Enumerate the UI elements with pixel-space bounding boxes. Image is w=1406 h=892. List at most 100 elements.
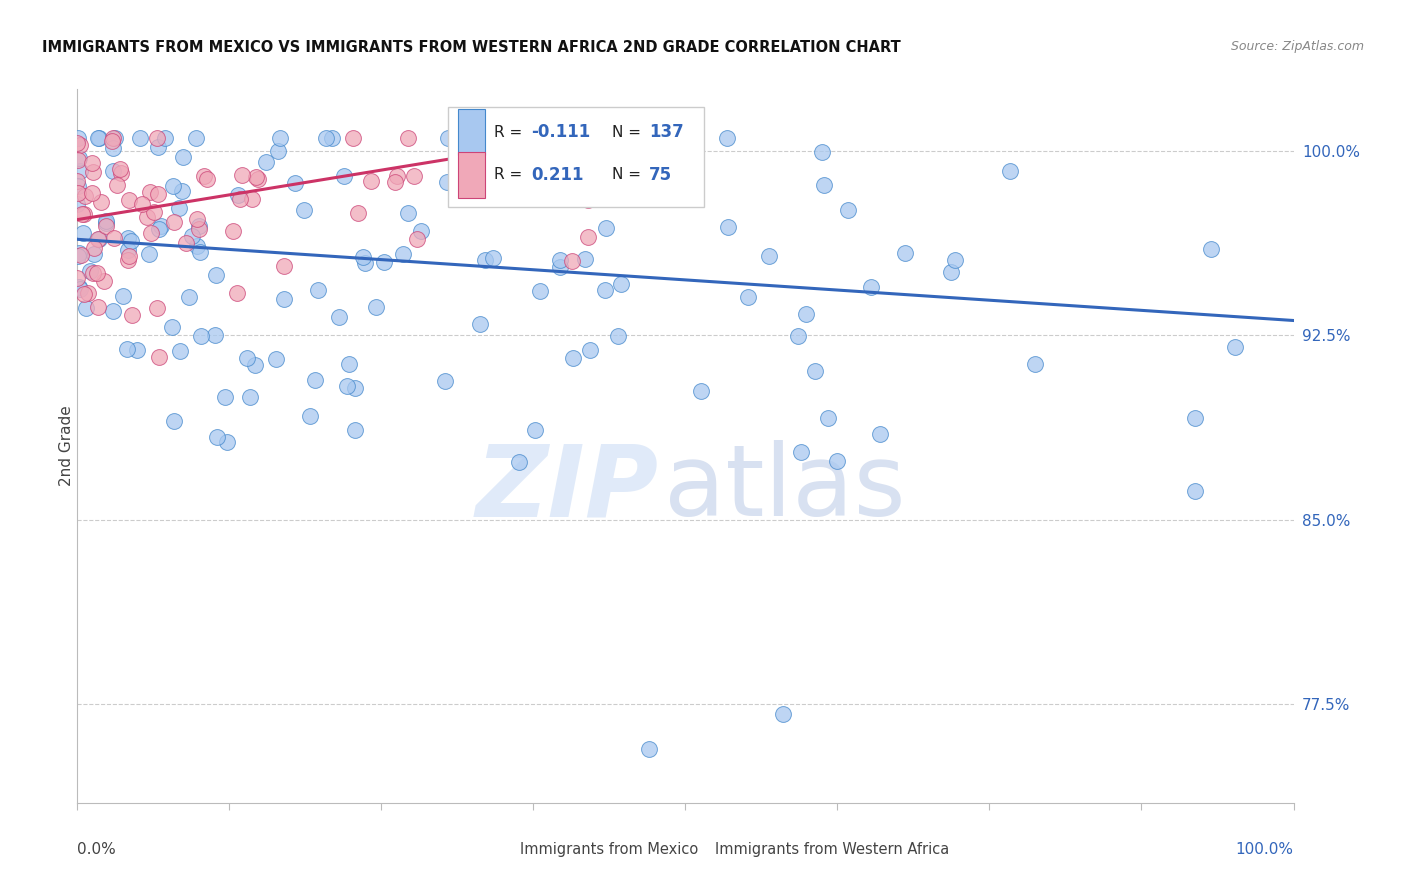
Point bbox=[67, 249, 90, 263]
Point bbox=[437, 131, 460, 145]
Point bbox=[70, 207, 93, 221]
Point bbox=[215, 434, 238, 449]
Text: N =: N = bbox=[613, 168, 647, 182]
Point bbox=[163, 215, 186, 229]
Point bbox=[66, 174, 89, 188]
Point bbox=[508, 455, 530, 469]
Point bbox=[214, 390, 236, 404]
Point bbox=[550, 252, 572, 267]
Point bbox=[941, 265, 963, 279]
Point bbox=[273, 259, 295, 273]
Point bbox=[138, 185, 160, 199]
Point bbox=[595, 283, 617, 297]
Point bbox=[544, 131, 567, 145]
Point bbox=[225, 286, 247, 301]
Point bbox=[108, 161, 131, 176]
Point bbox=[117, 253, 139, 268]
Point bbox=[943, 253, 966, 268]
Point bbox=[562, 351, 585, 365]
Point bbox=[811, 145, 834, 159]
Point bbox=[373, 255, 395, 269]
Point bbox=[82, 165, 104, 179]
Point bbox=[813, 178, 835, 192]
Point bbox=[550, 131, 572, 145]
Point bbox=[529, 284, 551, 298]
Point bbox=[496, 158, 519, 172]
Point bbox=[550, 260, 572, 275]
Point bbox=[77, 285, 100, 300]
Point bbox=[894, 245, 917, 260]
Point bbox=[131, 196, 153, 211]
Point bbox=[112, 289, 135, 303]
Point bbox=[342, 131, 364, 145]
Point bbox=[120, 235, 142, 249]
Point bbox=[524, 423, 547, 437]
Point bbox=[153, 131, 176, 145]
Point bbox=[83, 241, 105, 255]
Point bbox=[668, 172, 690, 186]
Point bbox=[69, 282, 91, 296]
Point bbox=[228, 187, 250, 202]
Point bbox=[162, 178, 184, 193]
Point bbox=[245, 170, 267, 185]
Point bbox=[110, 166, 132, 180]
Point bbox=[411, 224, 433, 238]
Point bbox=[384, 175, 406, 189]
Point bbox=[292, 202, 315, 217]
Point bbox=[118, 249, 141, 263]
Point bbox=[360, 173, 382, 187]
Point bbox=[187, 222, 209, 236]
Point bbox=[148, 186, 170, 201]
Point bbox=[534, 131, 557, 145]
Point bbox=[172, 184, 194, 198]
Point bbox=[73, 206, 96, 220]
Point bbox=[772, 707, 794, 722]
Point bbox=[163, 414, 186, 428]
Point bbox=[67, 131, 90, 145]
Text: Immigrants from Western Africa: Immigrants from Western Africa bbox=[714, 842, 949, 856]
Point bbox=[75, 189, 97, 203]
Point bbox=[385, 169, 408, 183]
Point bbox=[66, 153, 89, 168]
Point bbox=[69, 163, 91, 178]
Point bbox=[190, 244, 212, 259]
Point bbox=[148, 140, 170, 154]
Point bbox=[315, 131, 337, 145]
Point bbox=[222, 224, 245, 238]
Text: 137: 137 bbox=[650, 123, 683, 141]
Point bbox=[105, 178, 128, 193]
Point bbox=[90, 194, 112, 209]
Point bbox=[254, 155, 277, 169]
Point bbox=[339, 357, 361, 371]
Text: -0.111: -0.111 bbox=[531, 123, 591, 141]
Point bbox=[66, 136, 89, 151]
FancyBboxPatch shape bbox=[458, 109, 485, 155]
Point bbox=[354, 256, 377, 270]
Point bbox=[146, 131, 169, 145]
Point bbox=[343, 381, 366, 395]
FancyBboxPatch shape bbox=[688, 839, 710, 862]
Point bbox=[347, 206, 370, 220]
Point bbox=[135, 211, 157, 225]
Point bbox=[117, 244, 139, 258]
Point bbox=[67, 151, 90, 165]
Point bbox=[526, 153, 548, 167]
Point bbox=[66, 186, 89, 200]
Point bbox=[138, 247, 160, 261]
Point bbox=[336, 379, 359, 393]
Point bbox=[236, 351, 259, 365]
Text: 75: 75 bbox=[650, 166, 672, 184]
Point bbox=[195, 172, 218, 186]
Point bbox=[817, 411, 839, 425]
Point bbox=[66, 197, 89, 211]
Point bbox=[117, 194, 139, 208]
Text: 0.211: 0.211 bbox=[531, 166, 583, 184]
Point bbox=[121, 308, 143, 322]
Point bbox=[1000, 163, 1022, 178]
Point bbox=[451, 131, 474, 145]
Text: IMMIGRANTS FROM MEXICO VS IMMIGRANTS FROM WESTERN AFRICA 2ND GRADE CORRELATION C: IMMIGRANTS FROM MEXICO VS IMMIGRANTS FRO… bbox=[42, 40, 901, 55]
Point bbox=[758, 249, 780, 263]
Point bbox=[344, 423, 367, 437]
Point bbox=[169, 201, 191, 215]
Point bbox=[207, 430, 229, 444]
